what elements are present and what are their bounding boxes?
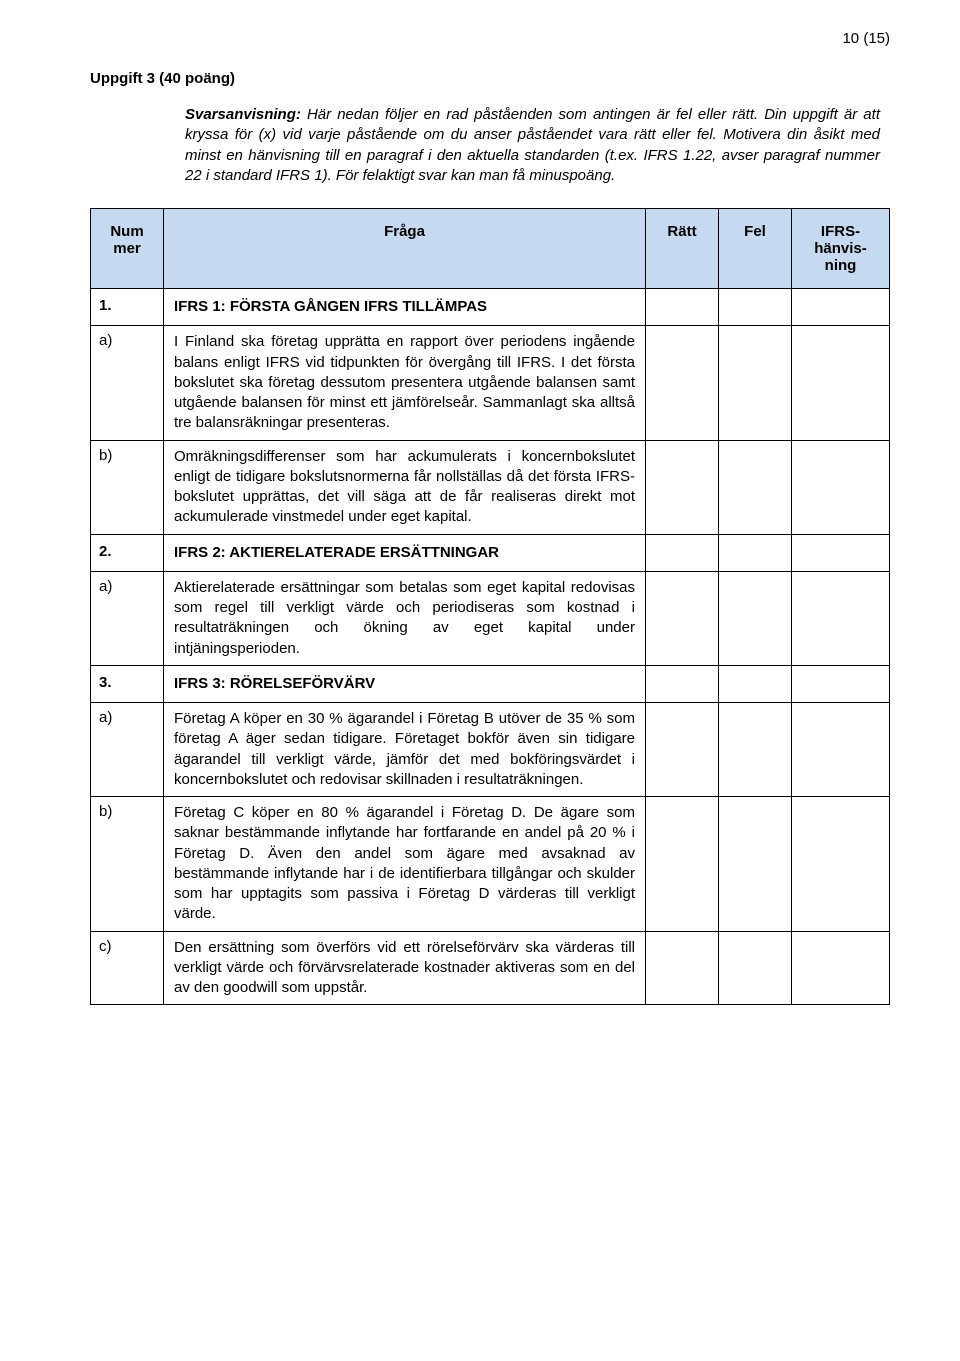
ratt-cell[interactable] — [646, 326, 719, 440]
fel-cell[interactable] — [719, 797, 792, 932]
header-fraga: Fråga — [164, 209, 646, 289]
row-number: b) — [91, 440, 164, 534]
fel-cell — [719, 665, 792, 702]
row-text: IFRS 1: FÖRSTA GÅNGEN IFRS TILLÄMPAS — [164, 289, 646, 326]
task-title: Uppgift 3 (40 poäng) — [90, 70, 890, 87]
ifrs-ref-cell[interactable] — [792, 703, 890, 797]
table-row: b)Företag C köper en 80 % ägarandel i Fö… — [91, 797, 890, 932]
table-row: c)Den ersättning som överförs vid ett rö… — [91, 931, 890, 1005]
table-body: 1.IFRS 1: FÖRSTA GÅNGEN IFRS TILLÄMPASa)… — [91, 289, 890, 1005]
instructions-lead: Svarsanvisning: — [185, 106, 301, 123]
ifrs-ref-cell — [792, 534, 890, 571]
row-number: b) — [91, 797, 164, 932]
row-text: Aktierelaterade ersättningar som betalas… — [164, 571, 646, 665]
ratt-cell[interactable] — [646, 797, 719, 932]
row-number: a) — [91, 326, 164, 440]
row-text: Den ersättning som överförs vid ett röre… — [164, 931, 646, 1005]
ifrs-ref-cell[interactable] — [792, 797, 890, 932]
page: 10 (15) Uppgift 3 (40 poäng) Svarsanvisn… — [0, 0, 960, 1361]
fel-cell[interactable] — [719, 571, 792, 665]
row-number: 1. — [91, 289, 164, 326]
header-ifrs: IFRS- hänvis- ning — [792, 209, 890, 289]
row-text: Företag C köper en 80 % ägarandel i Före… — [164, 797, 646, 932]
row-text: I Finland ska företag upprätta en rappor… — [164, 326, 646, 440]
ratt-cell[interactable] — [646, 703, 719, 797]
row-number: c) — [91, 931, 164, 1005]
row-number: a) — [91, 703, 164, 797]
ratt-cell[interactable] — [646, 931, 719, 1005]
table-row: a)Aktierelaterade ersättningar som betal… — [91, 571, 890, 665]
ratt-cell — [646, 534, 719, 571]
fel-cell — [719, 534, 792, 571]
row-text: Omräkningsdifferenser som har ackumulera… — [164, 440, 646, 534]
ratt-cell — [646, 289, 719, 326]
instructions: Svarsanvisning: Här nedan följer en rad … — [185, 105, 880, 186]
header-nummer: Num mer — [91, 209, 164, 289]
row-text: IFRS 2: AKTIERELATERADE ERSÄTTNINGAR — [164, 534, 646, 571]
fel-cell[interactable] — [719, 703, 792, 797]
fel-cell[interactable] — [719, 440, 792, 534]
ratt-cell[interactable] — [646, 571, 719, 665]
fel-cell — [719, 289, 792, 326]
table-row: a)Företag A köper en 30 % ägarandel i Fö… — [91, 703, 890, 797]
section-row: 2.IFRS 2: AKTIERELATERADE ERSÄTTNINGAR — [91, 534, 890, 571]
row-number: a) — [91, 571, 164, 665]
section-row: 3.IFRS 3: RÖRELSEFÖRVÄRV — [91, 665, 890, 702]
fel-cell[interactable] — [719, 931, 792, 1005]
ratt-cell — [646, 665, 719, 702]
row-text: Företag A köper en 30 % ägarandel i Före… — [164, 703, 646, 797]
ifrs-ref-cell[interactable] — [792, 571, 890, 665]
ifrs-ref-cell — [792, 665, 890, 702]
page-number: 10 (15) — [842, 30, 890, 47]
row-number: 3. — [91, 665, 164, 702]
section-row: 1.IFRS 1: FÖRSTA GÅNGEN IFRS TILLÄMPAS — [91, 289, 890, 326]
fel-cell[interactable] — [719, 326, 792, 440]
ifrs-ref-cell[interactable] — [792, 326, 890, 440]
ifrs-ref-cell[interactable] — [792, 440, 890, 534]
ifrs-ref-cell[interactable] — [792, 931, 890, 1005]
question-table: Num mer Fråga Rätt Fel IFRS- hänvis- nin… — [90, 208, 890, 1005]
row-text: IFRS 3: RÖRELSEFÖRVÄRV — [164, 665, 646, 702]
table-row: b)Omräkningsdifferenser som har ackumule… — [91, 440, 890, 534]
table-header-row: Num mer Fråga Rätt Fel IFRS- hänvis- nin… — [91, 209, 890, 289]
row-number: 2. — [91, 534, 164, 571]
ratt-cell[interactable] — [646, 440, 719, 534]
header-fel: Fel — [719, 209, 792, 289]
header-ratt: Rätt — [646, 209, 719, 289]
ifrs-ref-cell — [792, 289, 890, 326]
table-row: a)I Finland ska företag upprätta en rapp… — [91, 326, 890, 440]
